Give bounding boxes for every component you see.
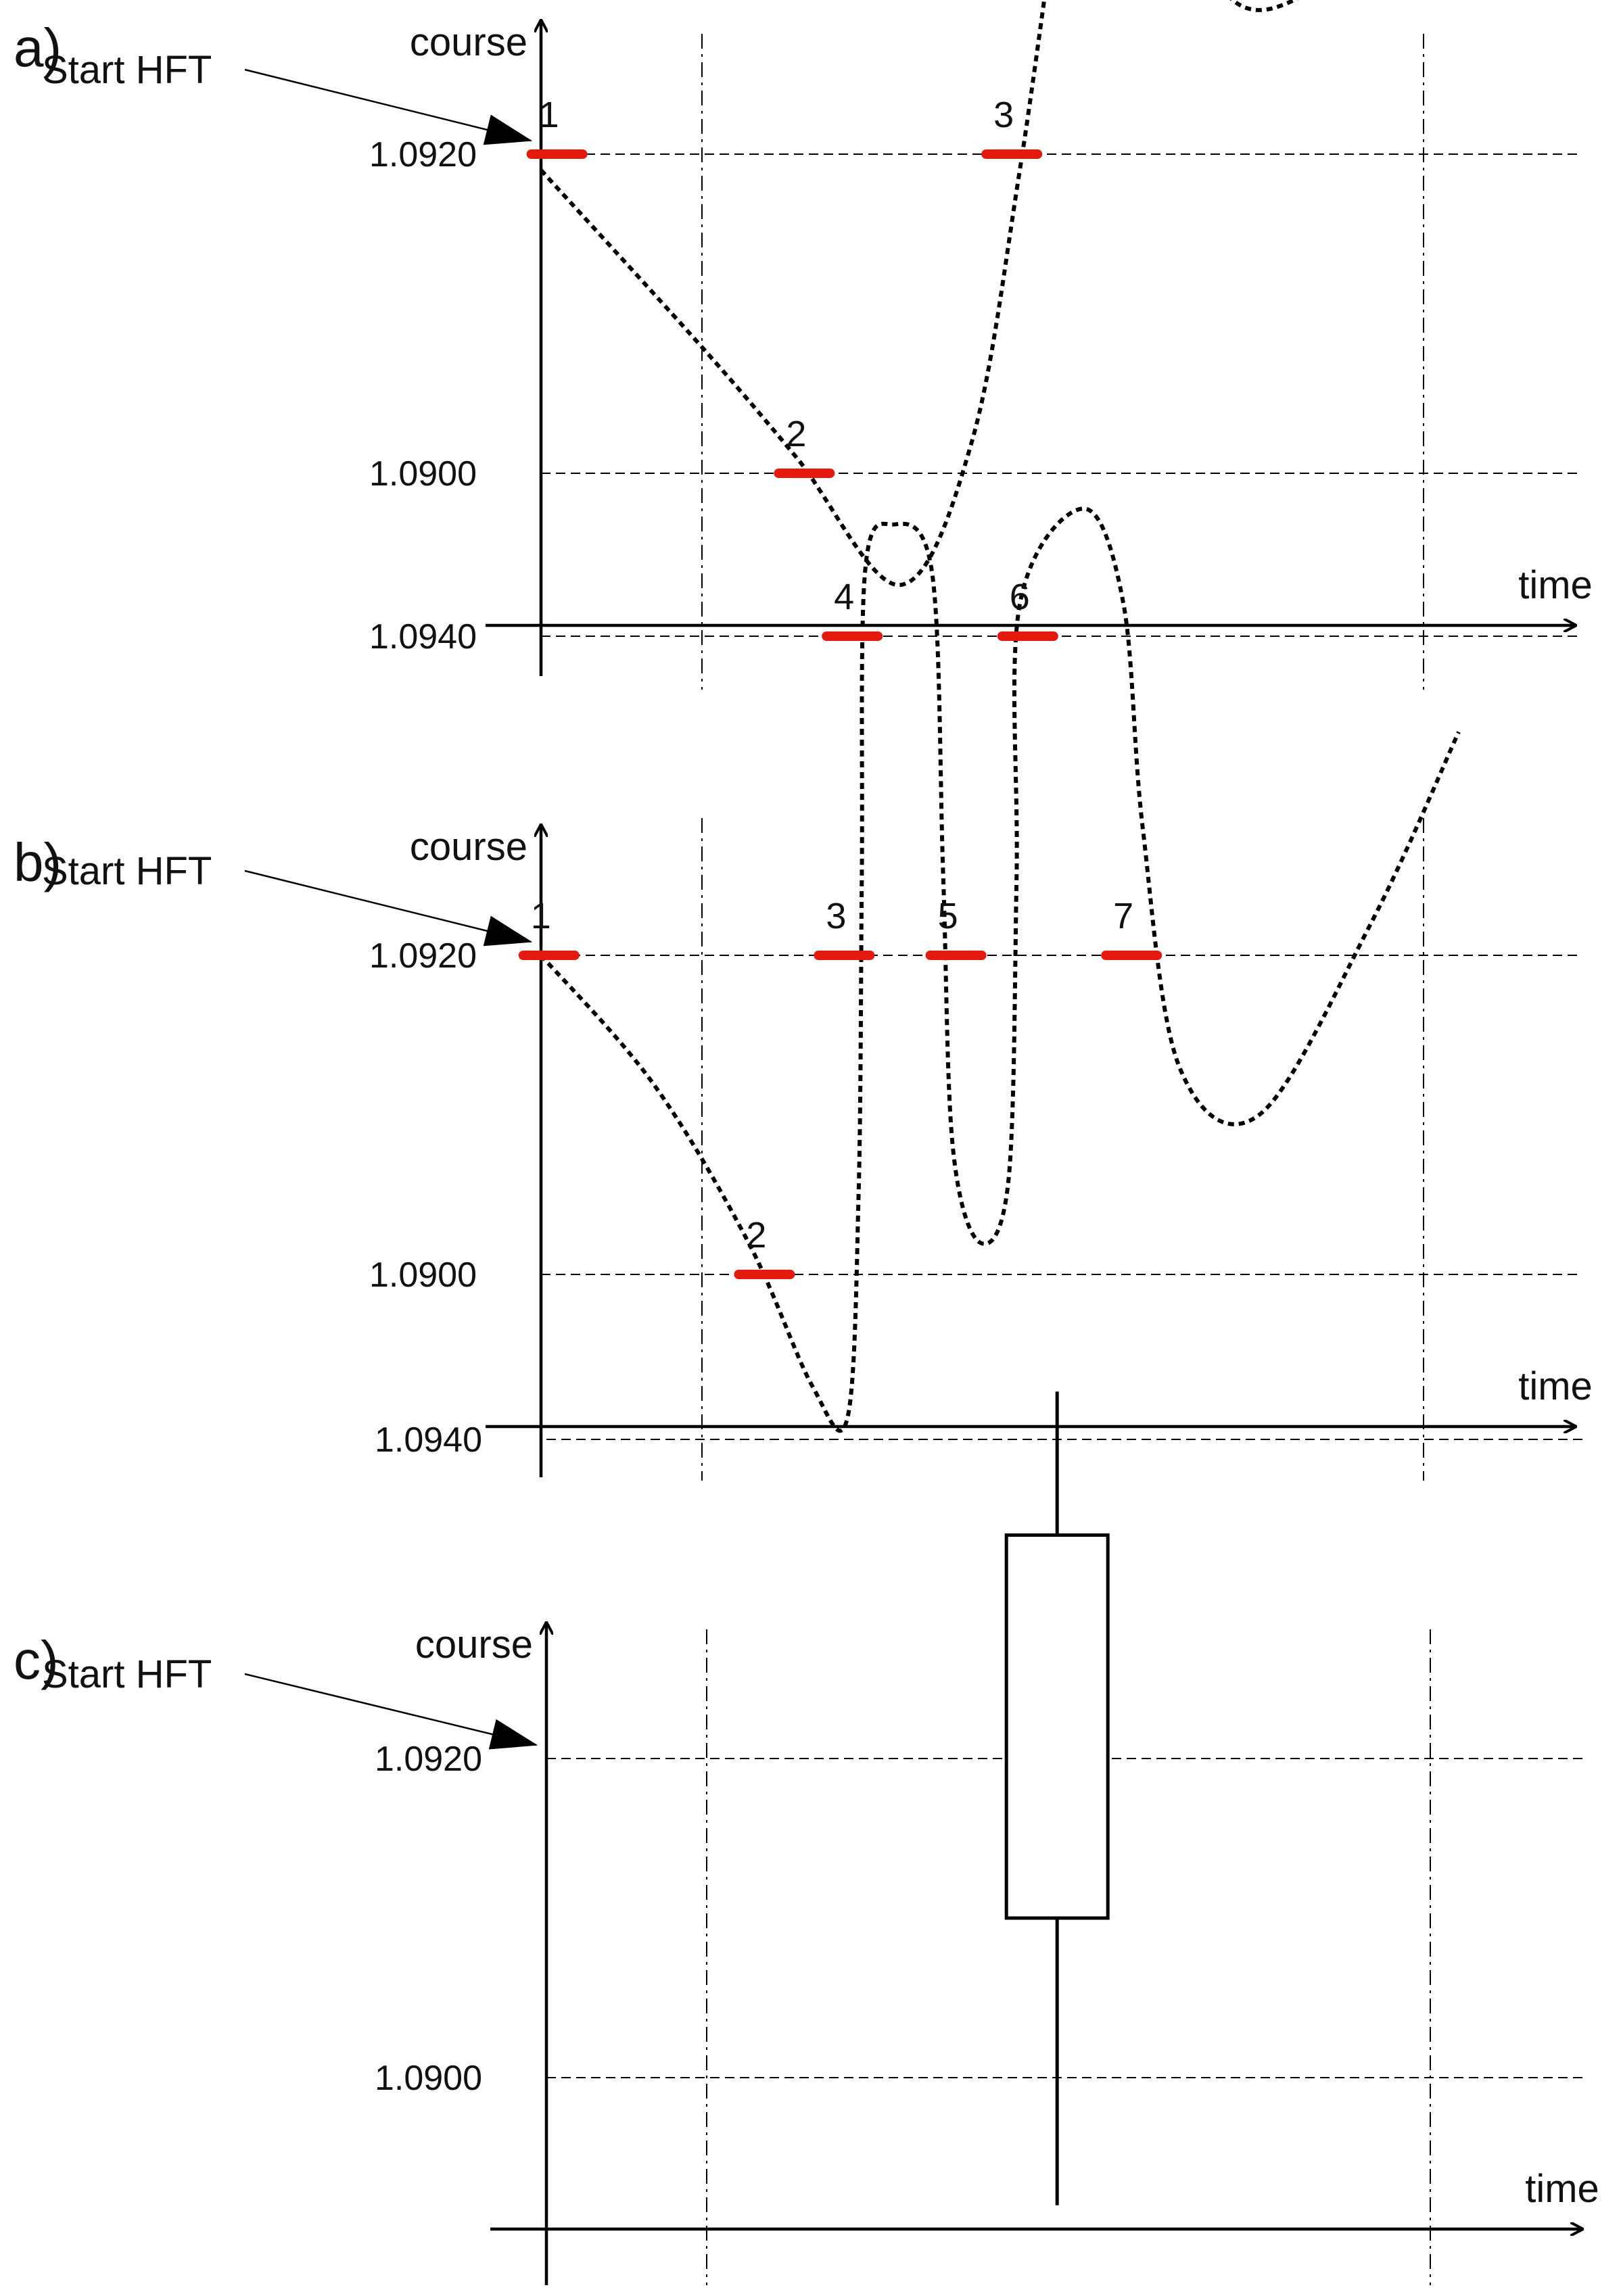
candlestick [1006, 1391, 1108, 2205]
level-marker-label: 2 [746, 1215, 766, 1255]
x-axis-title: time [1518, 1364, 1593, 1408]
start-hft-arrow [245, 1674, 536, 1745]
grid [541, 636, 1582, 1481]
y-axis-title: course [415, 1623, 533, 1667]
y-tick-label: 1.0940 [375, 1420, 482, 1460]
price-curve [541, 0, 1459, 585]
level-markers: 1 2 3 4 5 6 7 [523, 577, 1157, 1274]
level-marker-label: 3 [993, 95, 1014, 135]
level-marker-label: 7 [1113, 896, 1133, 936]
y-tick-label: 1.0940 [369, 617, 477, 656]
level-marker-label: 3 [826, 896, 846, 936]
level-marker-label: 1 [539, 95, 559, 135]
grid [541, 0, 1582, 690]
price-curve-line [541, 508, 1459, 1431]
level-marker-label: 5 [938, 896, 958, 936]
price-curve-line [541, 0, 1459, 585]
y-tick-label: 1.0900 [369, 1255, 477, 1295]
start-hft-label: Start HFT [42, 849, 212, 893]
start-hft-label: Start HFT [42, 48, 212, 92]
level-marker-label: 1 [531, 896, 551, 936]
y-axis-title: course [410, 825, 527, 869]
y-axis-title: course [410, 20, 527, 64]
level-marker-label: 4 [834, 577, 854, 617]
axis-labels: 1.0940 1.0920 1.0900 course time Start HFT [42, 617, 1593, 1408]
level-marker-label: 2 [786, 414, 806, 454]
x-axis-title: time [1518, 563, 1593, 607]
y-tick-label: 1.0900 [369, 454, 477, 494]
y-tick-label: 1.0920 [369, 936, 477, 976]
y-tick-label: 1.0920 [369, 135, 477, 174]
y-tick-label: 1.0920 [375, 1740, 482, 1779]
start-hft-arrow [245, 70, 531, 141]
axes [486, 825, 1576, 1477]
start-hft-label: Start HFT [42, 1652, 212, 1696]
start-hft-arrow [245, 871, 531, 942]
axes [486, 20, 1576, 676]
level-marker-label: 6 [1010, 577, 1030, 617]
candle-body [1006, 1535, 1108, 1918]
price-curve [541, 508, 1459, 1431]
x-axis-title: time [1525, 2167, 1599, 2211]
y-tick-label: 1.0900 [375, 2059, 482, 2098]
axis-labels: 1.0940 1.0920 1.0900 course time Start HFT [42, 1420, 1599, 2211]
